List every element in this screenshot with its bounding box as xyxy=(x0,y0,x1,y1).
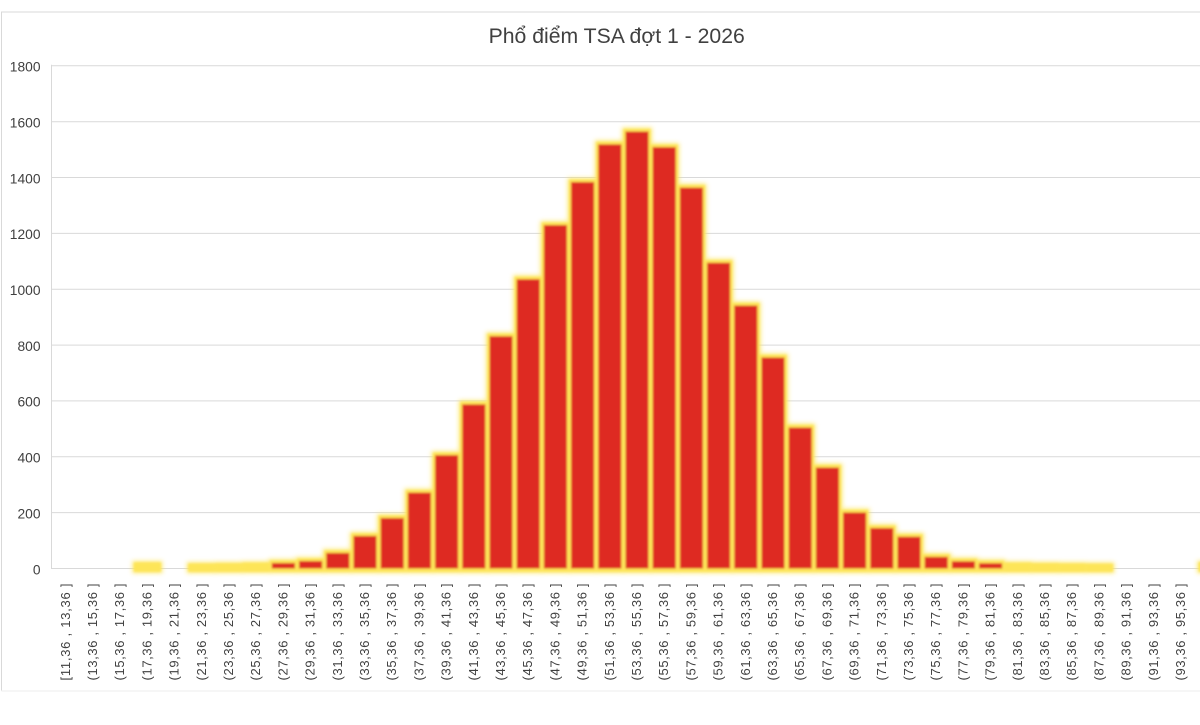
svg-text:(27,36 , 29,36 ]: (27,36 , 29,36 ] xyxy=(275,584,290,681)
svg-text:(65,36 , 67,36 ]: (65,36 , 67,36 ] xyxy=(792,584,807,681)
svg-text:(29,36 , 31,36 ]: (29,36 , 31,36 ] xyxy=(303,584,318,681)
svg-text:(87,36 , 89,36 ]: (87,36 , 89,36 ] xyxy=(1091,584,1106,681)
svg-text:Phổ điểm TSA đợt 1 - 2026: Phổ điểm TSA đợt 1 - 2026 xyxy=(489,25,745,48)
svg-text:(25,36 , 27,36 ]: (25,36 , 27,36 ] xyxy=(248,584,263,681)
svg-text:0: 0 xyxy=(33,562,41,577)
svg-text:(53,36 , 55,36 ]: (53,36 , 55,36 ] xyxy=(629,584,644,681)
svg-text:1400: 1400 xyxy=(10,171,41,186)
svg-text:600: 600 xyxy=(17,395,40,410)
svg-text:(77,36 , 79,36 ]: (77,36 , 79,36 ] xyxy=(955,584,970,681)
svg-text:(93,36 , 95,36 ]: (93,36 , 95,36 ] xyxy=(1173,584,1188,681)
svg-text:(21,36 , 23,36 ]: (21,36 , 23,36 ] xyxy=(194,584,209,681)
svg-text:(69,36 , 71,36 ]: (69,36 , 71,36 ] xyxy=(847,584,862,681)
svg-text:(31,36 , 33,36 ]: (31,36 , 33,36 ] xyxy=(330,584,345,681)
svg-text:(17,36 , 19,36 ]: (17,36 , 19,36 ] xyxy=(139,584,154,681)
svg-text:1000: 1000 xyxy=(10,283,41,298)
svg-text:1600: 1600 xyxy=(10,116,41,131)
svg-text:(71,36 , 73,36 ]: (71,36 , 73,36 ] xyxy=(874,584,889,681)
svg-text:(33,36 , 35,36 ]: (33,36 , 35,36 ] xyxy=(357,584,372,681)
svg-text:(67,36 , 69,36 ]: (67,36 , 69,36 ] xyxy=(819,584,834,681)
svg-text:(37,36 , 39,36 ]: (37,36 , 39,36 ] xyxy=(411,584,426,681)
svg-text:(57,36 , 59,36 ]: (57,36 , 59,36 ] xyxy=(683,584,698,681)
svg-text:(55,36 , 57,36 ]: (55,36 , 57,36 ] xyxy=(656,584,671,681)
svg-text:800: 800 xyxy=(17,339,40,354)
svg-text:(19,36 , 21,36 ]: (19,36 , 21,36 ] xyxy=(167,584,182,681)
svg-text:400: 400 xyxy=(17,451,40,466)
svg-text:(75,36 , 77,36 ]: (75,36 , 77,36 ] xyxy=(928,584,943,681)
svg-text:(23,36 , 25,36 ]: (23,36 , 25,36 ] xyxy=(221,584,236,681)
svg-text:[11,36 , 13,36 ]: [11,36 , 13,36 ] xyxy=(58,584,73,681)
svg-text:(13,36 , 15,36 ]: (13,36 , 15,36 ] xyxy=(85,584,100,681)
svg-text:(35,36 , 37,36 ]: (35,36 , 37,36 ] xyxy=(384,584,399,681)
svg-text:(41,36 , 43,36 ]: (41,36 , 43,36 ] xyxy=(466,584,481,681)
svg-text:(49,36 , 51,36 ]: (49,36 , 51,36 ] xyxy=(575,584,590,681)
svg-text:(79,36 , 81,36 ]: (79,36 , 81,36 ] xyxy=(983,584,998,681)
svg-text:1800: 1800 xyxy=(10,60,41,75)
svg-text:(73,36 , 75,36 ]: (73,36 , 75,36 ] xyxy=(901,584,916,681)
svg-text:(81,36 , 83,36 ]: (81,36 , 83,36 ] xyxy=(1010,584,1025,681)
svg-text:(43,36 , 45,36 ]: (43,36 , 45,36 ] xyxy=(493,584,508,681)
svg-text:(83,36 , 85,36 ]: (83,36 , 85,36 ] xyxy=(1037,584,1052,681)
svg-text:(47,36 , 49,36 ]: (47,36 , 49,36 ] xyxy=(547,584,562,681)
svg-text:(51,36 , 53,36 ]: (51,36 , 53,36 ] xyxy=(602,584,617,681)
svg-text:(59,36 , 61,36 ]: (59,36 , 61,36 ] xyxy=(711,584,726,681)
svg-text:(45,36 , 47,36 ]: (45,36 , 47,36 ] xyxy=(520,584,535,681)
svg-text:(15,36 , 17,36 ]: (15,36 , 17,36 ] xyxy=(112,584,127,681)
svg-text:(39,36 , 41,36 ]: (39,36 , 41,36 ] xyxy=(439,584,454,681)
svg-text:1200: 1200 xyxy=(10,227,41,242)
svg-text:(61,36 , 63,36 ]: (61,36 , 63,36 ] xyxy=(738,584,753,681)
svg-text:(63,36 , 65,36 ]: (63,36 , 65,36 ] xyxy=(765,584,780,681)
svg-text:(89,36 , 91,36 ]: (89,36 , 91,36 ] xyxy=(1119,584,1134,681)
svg-text:(85,36 , 87,36 ]: (85,36 , 87,36 ] xyxy=(1064,584,1079,681)
svg-text:(91,36 , 93,36 ]: (91,36 , 93,36 ] xyxy=(1146,584,1161,681)
svg-text:200: 200 xyxy=(17,506,40,521)
